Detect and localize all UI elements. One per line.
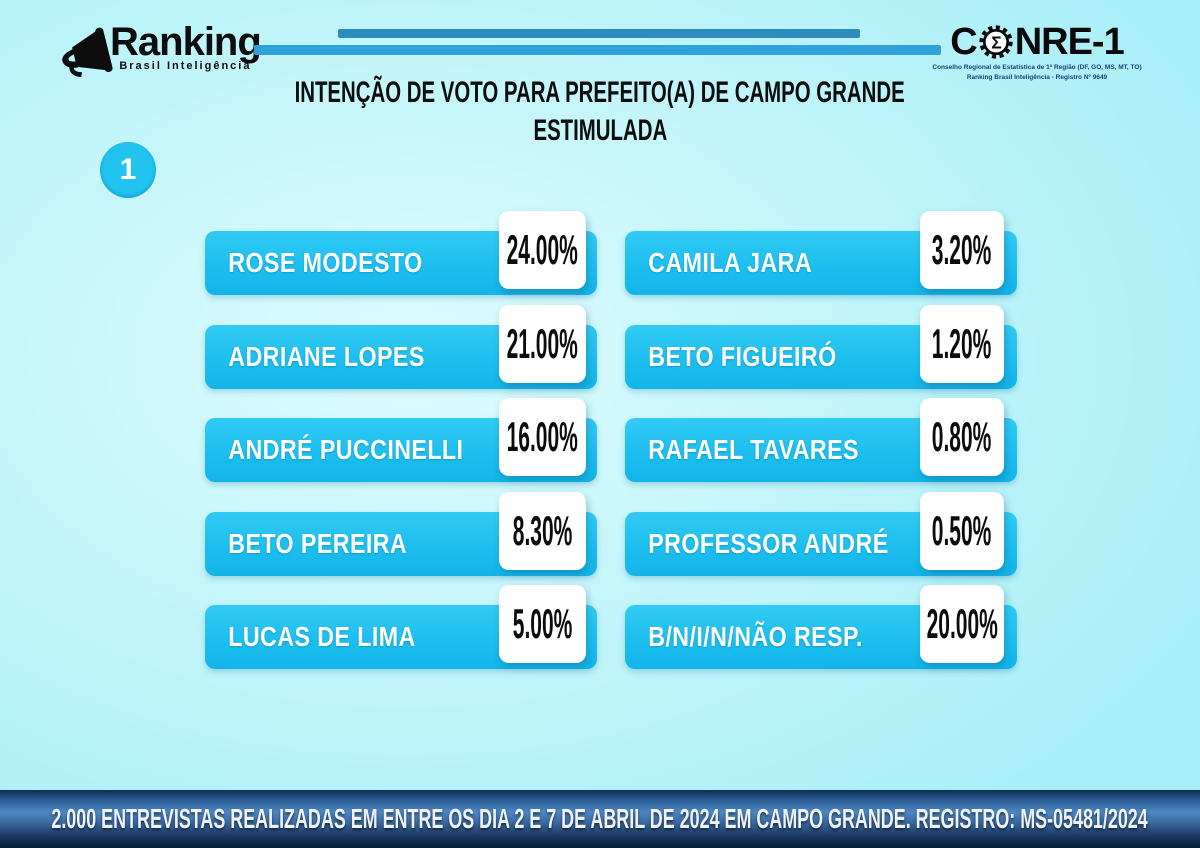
result-row: ANDRÉ PUCCINELLI 16.00%	[205, 398, 597, 482]
conre-logo-text: C Σ NRE-1	[922, 22, 1152, 62]
result-row: CAMILA JARA 3.20%	[625, 211, 1017, 295]
page-title: INTENÇÃO DE VOTO PARA PREFEITO(A) DE CAM…	[0, 76, 1200, 152]
title-line-1: INTENÇÃO DE VOTO PARA PREFEITO(A) DE CAM…	[294, 76, 906, 109]
header-line-bottom	[254, 45, 941, 55]
result-row: RAFAEL TAVARES 0.80%	[625, 398, 1017, 482]
ranking-logo: Ranking Brasil Inteligência	[58, 20, 262, 84]
ranking-logo-subtitle: Brasil Inteligência	[119, 60, 252, 72]
result-row: LUCAS DE LIMA 5.00%	[205, 585, 597, 669]
result-row: BETO PEREIRA 8.30%	[205, 492, 597, 576]
percent-value: 21.00%	[506, 320, 579, 367]
result-row: B/N/I/N/NÃO RESP. 20.00%	[625, 585, 1017, 669]
percent-value: 0.50%	[932, 507, 992, 554]
percent-box: 1.20%	[920, 305, 1004, 383]
conre-subtext-line2: Ranking Brasil Inteligência - Registro N…	[966, 74, 1108, 81]
percent-box: 16.00%	[499, 398, 586, 476]
percent-box: 3.20%	[920, 211, 1004, 289]
conre-letter-c: C	[950, 21, 977, 63]
candidate-name: B/N/I/N/NÃO RESP.	[648, 621, 863, 652]
percent-box: 5.00%	[499, 585, 586, 663]
percent-value: 1.20%	[932, 320, 992, 367]
title-line-2: ESTIMULADA	[533, 114, 667, 147]
percent-value: 20.00%	[926, 600, 998, 647]
slide-number: 1	[119, 153, 137, 186]
percent-box: 8.30%	[499, 492, 586, 570]
conre-logo: C Σ NRE-1 Conselho Regional de Estatísti…	[922, 22, 1152, 82]
percent-value: 0.80%	[932, 413, 992, 460]
slide-number-badge: 1	[100, 142, 156, 198]
percent-value: 16.00%	[506, 413, 579, 460]
percent-box: 20.00%	[920, 585, 1004, 663]
percent-box: 21.00%	[499, 305, 586, 383]
result-row: PROFESSOR ANDRÉ 0.50%	[625, 492, 1017, 576]
candidate-name: RAFAEL TAVARES	[648, 434, 859, 465]
ranking-logo-title: Ranking	[110, 20, 262, 64]
candidate-name: ANDRÉ PUCCINELLI	[228, 434, 464, 465]
percent-value: 8.30%	[512, 507, 573, 554]
header-line-top	[338, 29, 860, 38]
result-row: ROSE MODESTO 24.00%	[205, 211, 597, 295]
footer-bar: 2.000 ENTREVISTAS REALIZADAS EM ENTRE OS…	[0, 790, 1200, 848]
sigma-glyph: Σ	[991, 33, 1001, 52]
conre-letters-rest: NRE-1	[1014, 21, 1125, 63]
percent-box: 0.50%	[920, 492, 1004, 570]
candidate-name: CAMILA JARA	[648, 247, 813, 278]
candidate-name: PROFESSOR ANDRÉ	[648, 528, 889, 559]
percent-box: 24.00%	[499, 211, 586, 289]
percent-value: 24.00%	[506, 226, 579, 273]
percent-box: 0.80%	[920, 398, 1004, 476]
candidate-name: ADRIANE LOPES	[228, 341, 425, 372]
result-row: BETO FIGUEIRÓ 1.20%	[625, 305, 1017, 389]
percent-value: 5.00%	[512, 600, 573, 647]
megaphone-icon	[62, 27, 113, 77]
candidate-name: LUCAS DE LIMA	[228, 621, 416, 652]
candidate-name: ROSE MODESTO	[228, 247, 423, 278]
footer-text: 2.000 ENTREVISTAS REALIZADAS EM ENTRE OS…	[51, 803, 1149, 834]
candidate-name: BETO PEREIRA	[228, 528, 408, 559]
conre-subtext-line1: Conselho Regional de Estatística de 1ª R…	[932, 64, 1142, 71]
result-row: ADRIANE LOPES 21.00%	[205, 305, 597, 389]
gear-sigma-icon: Σ	[979, 25, 1013, 59]
candidate-name: BETO FIGUEIRÓ	[648, 341, 837, 372]
percent-value: 3.20%	[932, 226, 992, 273]
